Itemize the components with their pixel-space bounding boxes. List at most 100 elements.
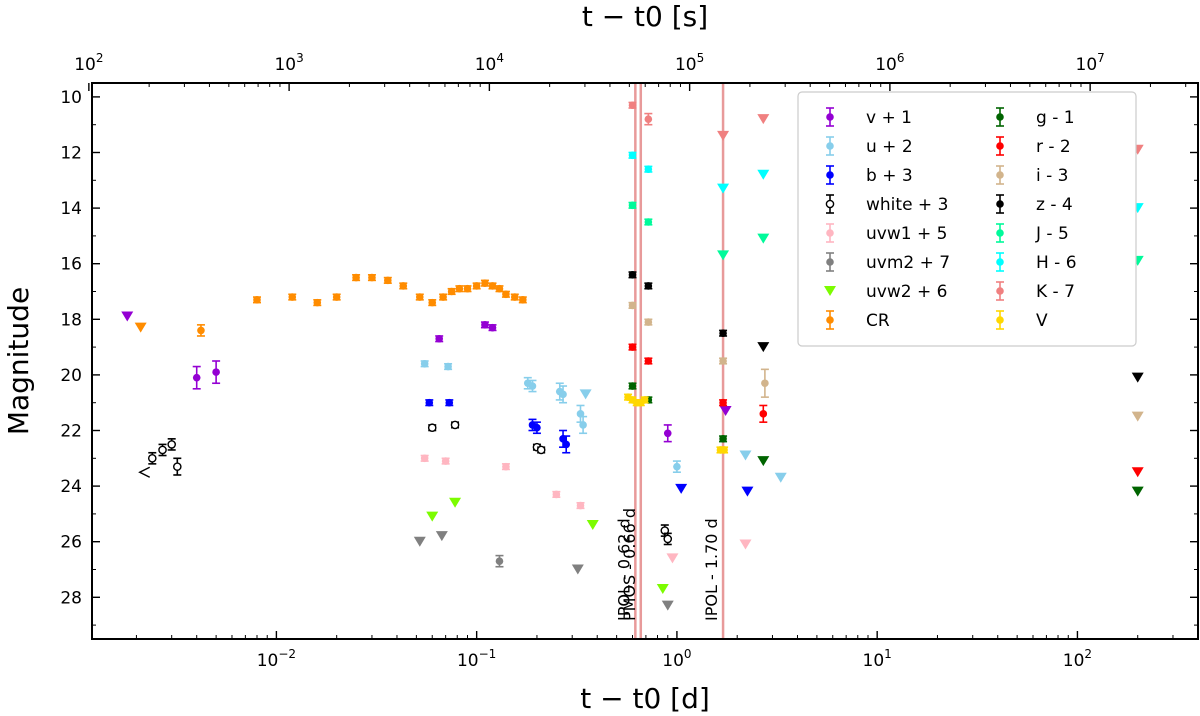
top-x-tick-label: 107: [1076, 51, 1105, 75]
upper-limit-marker: [579, 389, 592, 400]
legend-entry-6: uvw2 + 6: [824, 282, 947, 302]
legend-marker: [996, 229, 1004, 237]
series-4: [420, 454, 752, 564]
upper-limit-marker: [739, 450, 752, 461]
legend-entry-13: H - 6: [996, 252, 1077, 273]
upper-limit-marker: [571, 564, 584, 575]
y-tick-label: 28: [60, 588, 82, 608]
legend-entry-10: i - 3: [996, 165, 1068, 186]
legend: v + 1 u + 2 b + 3 white + 3 uvw1 + 5 uvm2 + 7…: [797, 91, 1137, 347]
data-point: [192, 373, 201, 382]
legend-label: V: [1036, 311, 1048, 331]
top-x-axis-title: t − t0 [s]: [582, 0, 708, 33]
legend-label: g - 1: [1036, 108, 1075, 128]
data-point: [399, 282, 408, 290]
data-point: [759, 410, 768, 418]
series-5: [413, 531, 674, 611]
data-point: [628, 201, 637, 210]
data-point: [427, 423, 437, 433]
legend-marker: [826, 142, 834, 150]
series-1: [420, 359, 787, 483]
upper-limit-marker: [1131, 467, 1144, 478]
data-point: [528, 382, 537, 390]
data-point: [450, 420, 460, 430]
data-point: [472, 282, 481, 290]
data-point: [495, 557, 504, 565]
data-point: [420, 454, 429, 463]
data-point: [488, 323, 497, 332]
data-point: [420, 359, 429, 368]
upper-limit-marker: [774, 472, 787, 483]
legend-marker: [996, 316, 1004, 324]
legend-box: [797, 91, 1137, 347]
data-point: [147, 453, 157, 463]
series-8: [628, 382, 1144, 497]
upper-limit-marker: [586, 520, 599, 531]
legend-marker: [996, 142, 1004, 150]
data-point: [463, 284, 472, 293]
data-point: [455, 284, 464, 293]
data-point: [576, 501, 585, 510]
upper-limit-marker: [426, 511, 439, 522]
y-tick-label: 16: [60, 255, 82, 275]
upper-limit-marker: [1131, 486, 1144, 497]
y-axis-title: Magnitude: [2, 287, 35, 435]
y-tick-label: 12: [60, 144, 82, 164]
upper-limit-marker: [121, 311, 134, 322]
data-point: [495, 284, 504, 293]
data-point: [628, 101, 637, 110]
legend-entry-1: u + 2: [826, 136, 913, 157]
legend-entry-7: CR: [826, 310, 890, 331]
x-tick-label: 102: [1063, 647, 1092, 671]
top-x-tick-label: 106: [875, 51, 904, 75]
y-tick-label: 26: [60, 533, 82, 553]
legend-marker: [996, 258, 1004, 266]
y-tick-label: 14: [60, 199, 82, 219]
data-point: [444, 362, 452, 371]
upper-limit-marker: [138, 466, 151, 478]
legend-marker: [996, 287, 1004, 295]
series-6: [426, 497, 669, 594]
upper-limit-marker: [666, 553, 679, 564]
data-point: [628, 151, 637, 160]
series-7: [134, 273, 527, 337]
legend-label: uvw2 + 6: [866, 282, 947, 302]
data-point: [428, 298, 437, 307]
legend-entry-11: z - 4: [996, 194, 1073, 215]
upper-limit-marker: [1131, 372, 1144, 383]
x-tick-label: 100: [662, 647, 691, 671]
legend-entry-0: v + 1: [826, 107, 912, 128]
vertical-line-label-0: IPOL - 0.62 d: [614, 518, 633, 621]
data-point: [644, 357, 653, 365]
data-point: [536, 445, 546, 455]
data-point: [559, 390, 567, 399]
data-point: [384, 276, 392, 285]
data-point: [212, 368, 220, 376]
x-axis-title: t − t0 [d]: [580, 682, 710, 715]
upper-limit-marker: [757, 456, 770, 467]
data-point: [552, 490, 561, 499]
data-point: [628, 301, 637, 310]
data-point: [663, 429, 672, 438]
legend-label: J - 5: [1035, 224, 1069, 244]
upper-limit-marker: [656, 583, 669, 594]
legend-marker: [996, 200, 1004, 208]
data-point: [439, 293, 447, 301]
data-point: [640, 396, 649, 404]
legend-label: z - 4: [1036, 195, 1073, 215]
legend-entry-5: uvm2 + 7: [826, 252, 950, 273]
x-tick-label: 101: [863, 647, 892, 671]
legend-marker: [826, 229, 834, 237]
axis-ticks: 10 12 14 16 18 20 22 24 26 28 10−2 10−1 100 101 102 102…: [60, 51, 1198, 671]
data-point: [644, 165, 653, 173]
upper-limit-marker: [739, 539, 752, 550]
data-point: [719, 357, 727, 365]
legend-label: i - 3: [1036, 166, 1068, 186]
data-point: [253, 296, 261, 304]
legend-label: K - 7: [1036, 282, 1075, 302]
series-3: [138, 420, 673, 546]
data-point: [510, 293, 519, 301]
data-point: [332, 293, 341, 301]
upper-limit-marker: [757, 342, 770, 353]
legend-label: v + 1: [866, 108, 912, 128]
